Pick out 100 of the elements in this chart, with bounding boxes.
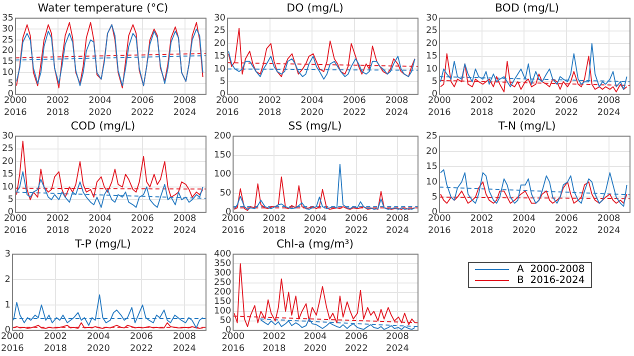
y-tick-label: 15	[214, 52, 226, 62]
x-tick-label: 2002	[470, 214, 494, 224]
y-tick-label: 150	[214, 150, 232, 161]
y-tick-label: 20	[214, 38, 226, 49]
y-tick-label: 15	[426, 52, 438, 62]
y-tick-label: 30	[426, 14, 438, 24]
x-tick-label: 2008	[173, 332, 196, 342]
x-tick-label: 2006	[131, 96, 154, 106]
y-tick-label: 5	[8, 195, 14, 206]
x-tick-label: 2006	[555, 214, 578, 224]
y-tick-label: 5	[432, 192, 438, 203]
x2-tick-label: 2016	[428, 226, 452, 236]
x2-tick-label: 2020	[88, 108, 112, 118]
y-tick-label: 2	[4, 274, 10, 285]
y-tick-label: 100	[214, 170, 232, 180]
x-tick-label: 2008	[386, 214, 410, 224]
y-tick-label: 10	[2, 68, 14, 78]
x2-tick-label: 2022	[344, 226, 368, 236]
y-tick-label: 5	[8, 78, 14, 89]
y-tick-label: 15	[426, 162, 438, 172]
x2-tick-label: 2016	[222, 344, 245, 354]
x2-tick-label: 2016	[1, 344, 24, 354]
x2-tick-label: 2024	[386, 344, 410, 354]
chart-title: COD (mg/L)	[70, 119, 136, 132]
chart-title: SS (mg/L)	[288, 119, 342, 132]
x2-tick-label: 2022	[344, 344, 368, 354]
y-tick-label: 15	[2, 57, 14, 68]
x2-tick-label: 2024	[597, 226, 621, 236]
y-tick-label: 350	[214, 259, 232, 270]
x-tick-label: 2002	[46, 96, 70, 106]
chart-title: Water temperature (°C)	[38, 1, 168, 14]
chart-title: T-P (mg/L)	[74, 237, 131, 250]
y-tick-label: 20	[2, 46, 14, 56]
chart-title: T-N (mg/L)	[497, 119, 556, 132]
y-tick-label: 20	[2, 156, 14, 167]
x-tick-label: 2006	[555, 96, 578, 106]
x2-tick-label: 2020	[512, 226, 536, 236]
x-tick-label: 2008	[173, 96, 197, 106]
x2-tick-label: 2022	[130, 344, 153, 354]
chart-title: BOD (mg/L)	[494, 1, 560, 14]
x2-tick-label: 2018	[46, 108, 70, 118]
y-tick-label: 30	[2, 132, 14, 142]
x2-tick-label: 2018	[470, 108, 494, 118]
x2-tick-label: 2018	[262, 344, 286, 354]
x2-tick-label: 2022	[343, 108, 366, 118]
x2-tick-label: 2018	[258, 108, 282, 118]
x-tick-label: 2002	[262, 214, 286, 224]
x2-tick-label: 2024	[597, 108, 621, 118]
x-tick-label: 2006	[344, 332, 368, 342]
x-tick-label: 2002	[46, 214, 70, 224]
y-tick-label: 10	[426, 177, 438, 188]
x-tick-label: 2006	[344, 214, 368, 224]
x-tick-label: 2008	[385, 96, 409, 106]
x-tick-label: 2008	[386, 332, 410, 342]
x2-tick-label: 2018	[470, 226, 494, 236]
x2-tick-label: 2016	[428, 108, 452, 118]
y-tick-label: 10	[2, 182, 14, 192]
x2-tick-label: 2016	[4, 108, 28, 118]
x2-tick-label: 2024	[173, 108, 197, 118]
legend-label: A 2000-2008	[517, 264, 585, 275]
x-tick-label: 2002	[470, 96, 494, 106]
x2-tick-label: 2024	[173, 344, 196, 354]
y-tick-label: 1	[4, 300, 10, 310]
x-tick-label: 2004	[304, 332, 328, 342]
chart-title: DO (mg/L)	[286, 1, 344, 14]
y-tick-label: 3	[4, 250, 10, 260]
y-tick-label: 10	[426, 64, 438, 74]
x2-tick-label: 2022	[555, 226, 578, 236]
y-tick-label: 250	[214, 278, 232, 288]
y-tick-label: 20	[426, 146, 438, 157]
y-tick-label: 15	[2, 170, 14, 180]
x-tick-label: 2002	[262, 332, 286, 342]
y-tick-label: 50	[220, 316, 232, 326]
y-tick-label: 25	[2, 144, 14, 154]
x-tick-label: 2006	[343, 96, 366, 106]
y-tick-label: 5	[432, 77, 438, 88]
x2-tick-label: 2024	[385, 108, 409, 118]
y-tick-label: 30	[214, 14, 226, 24]
x2-tick-label: 2020	[88, 226, 112, 236]
x2-tick-label: 2022	[131, 226, 154, 236]
y-tick-label: 25	[214, 26, 226, 36]
y-tick-label: 200	[214, 132, 232, 142]
y-tick-label: 25	[426, 26, 438, 36]
y-tick-label: 30	[2, 24, 14, 34]
x2-tick-label: 2020	[304, 226, 328, 236]
x-tick-label: 2004	[512, 96, 536, 106]
y-tick-label: 25	[2, 35, 14, 46]
x2-tick-label: 2016	[222, 226, 245, 236]
x2-tick-label: 2016	[216, 108, 240, 118]
x-tick-label: 2004	[304, 214, 328, 224]
y-tick-label: 35	[2, 14, 14, 24]
legend-label: B 2016-2024	[517, 275, 585, 286]
x2-tick-label: 2020	[300, 108, 324, 118]
x2-tick-label: 2020	[512, 108, 536, 118]
x2-tick-label: 2016	[4, 226, 28, 236]
y-tick-label: 150	[214, 297, 232, 308]
y-tick-label: 10	[214, 64, 226, 74]
x2-tick-label: 2022	[555, 108, 578, 118]
x2-tick-label: 2020	[304, 344, 328, 354]
x-tick-label: 2004	[300, 96, 324, 106]
